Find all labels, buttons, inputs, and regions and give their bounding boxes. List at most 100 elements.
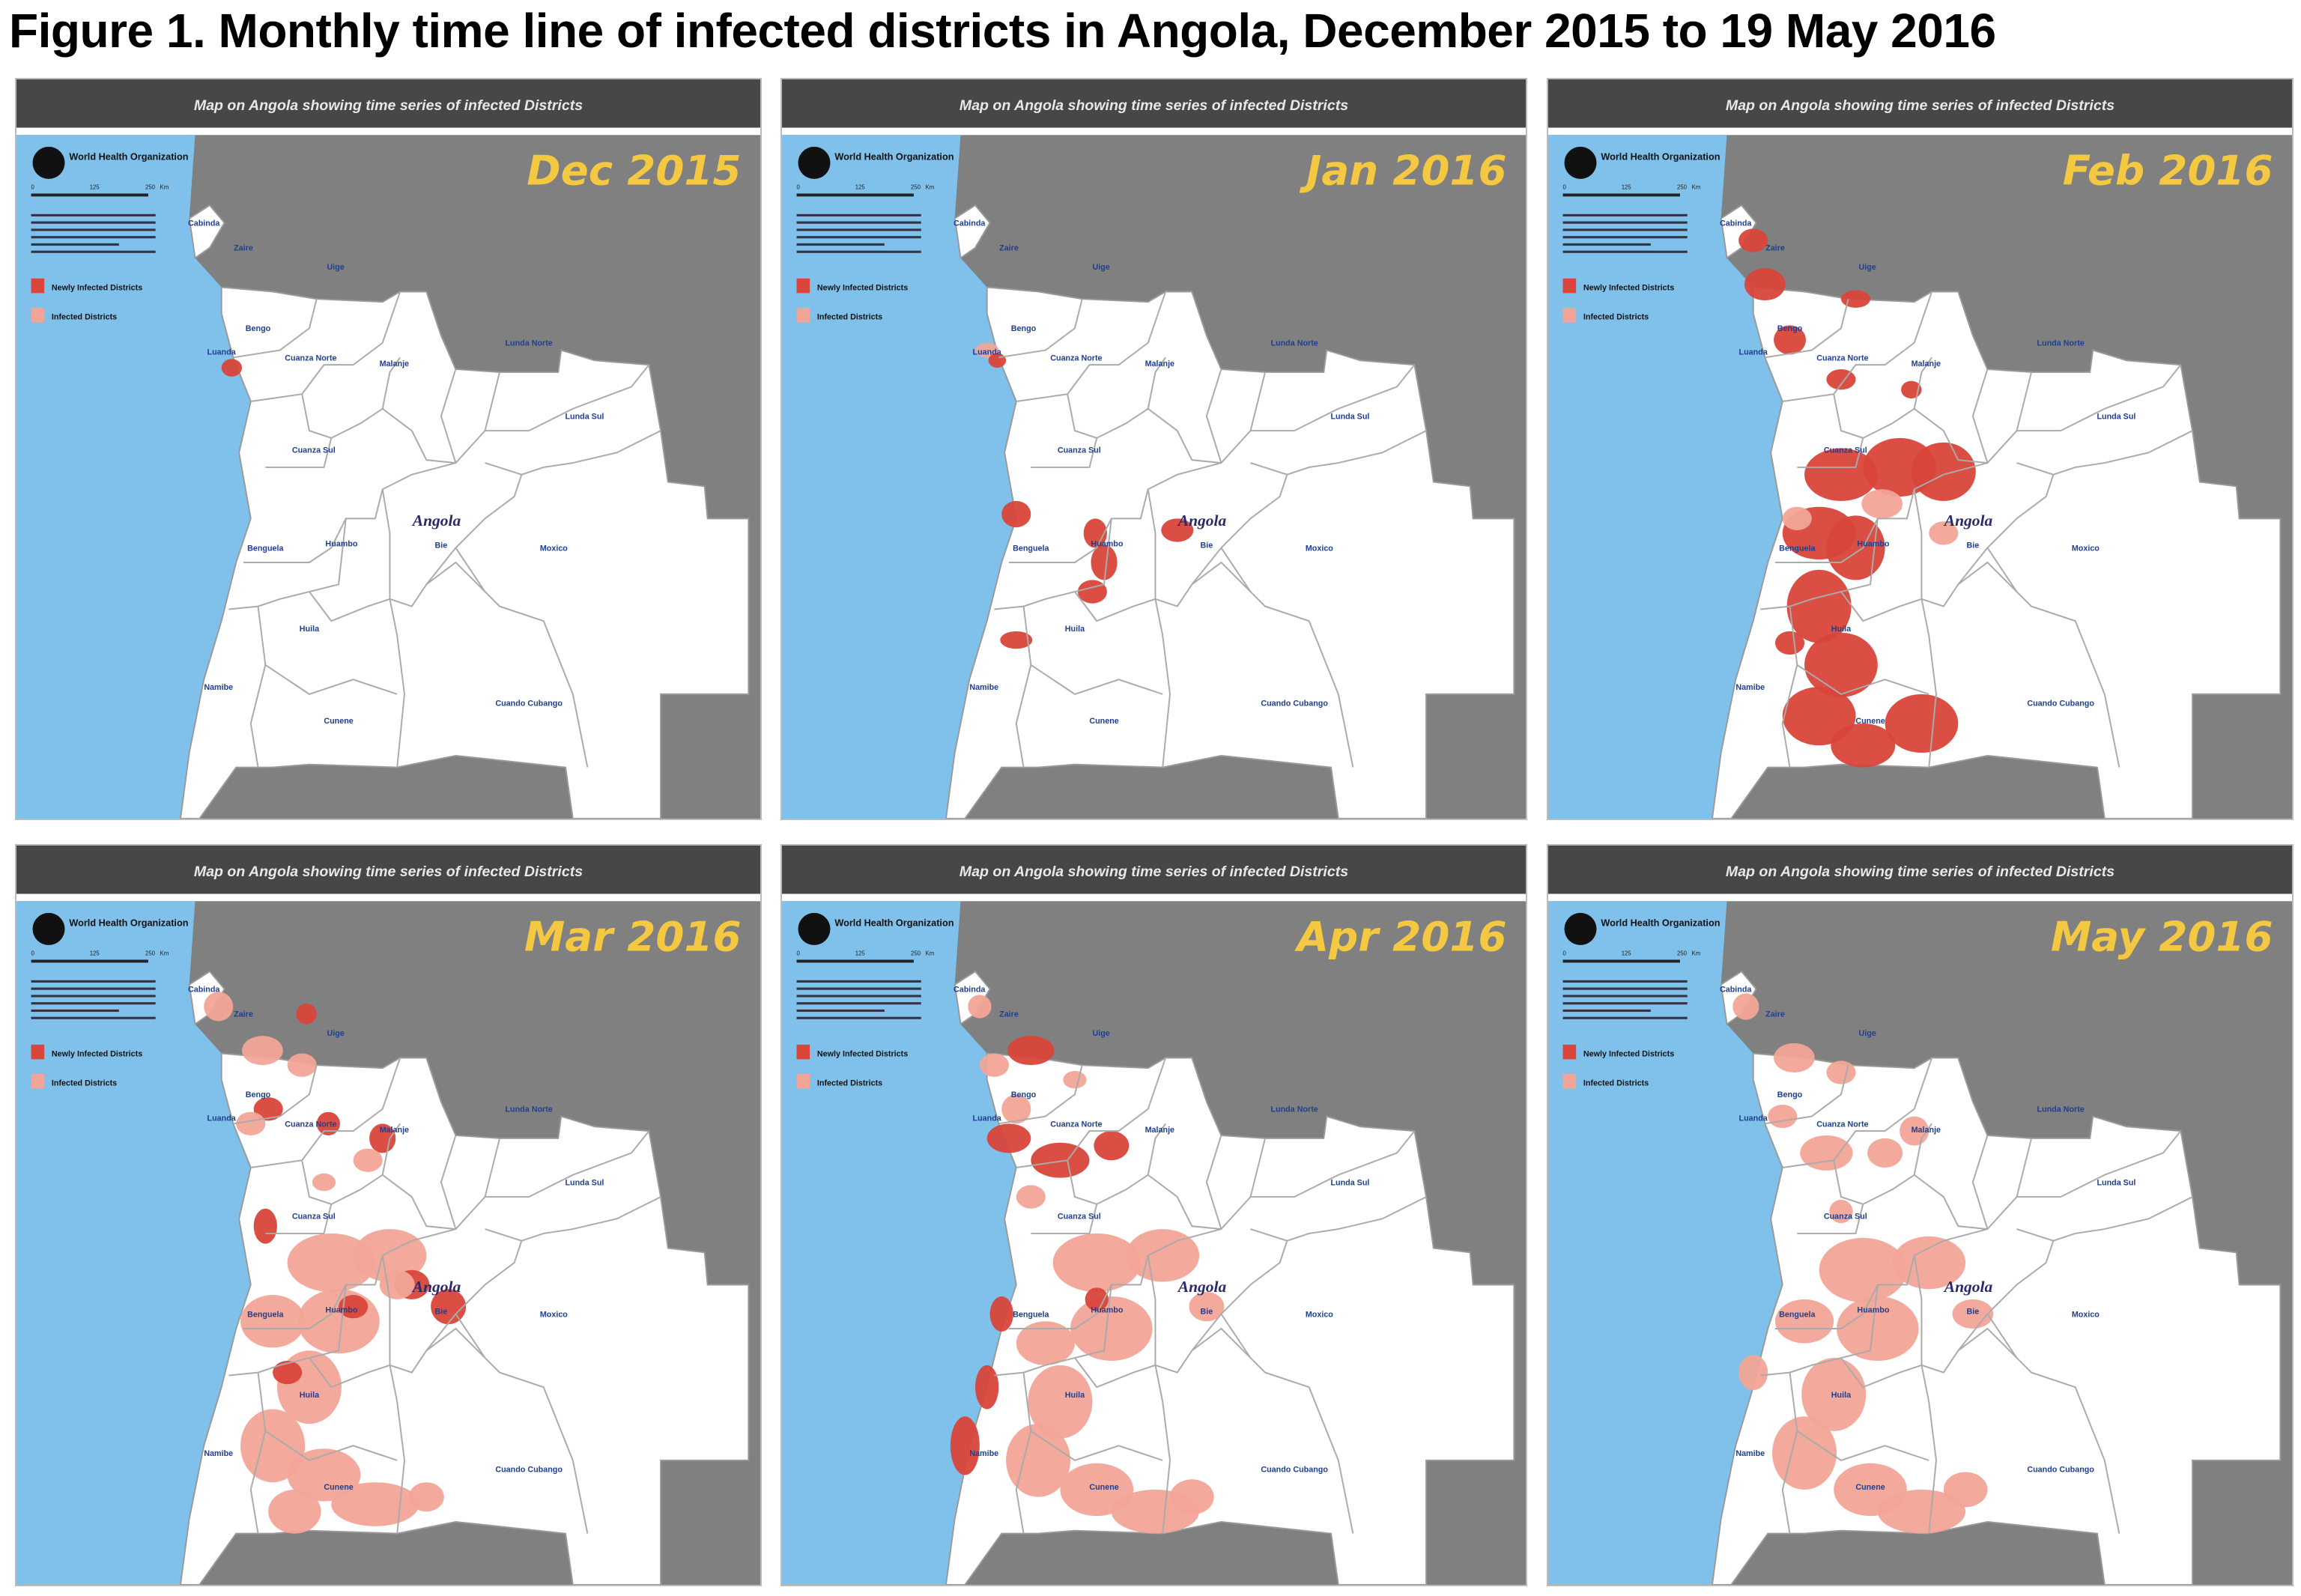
angola-mainland [179,286,750,819]
province-border [1220,1313,1354,1534]
map-note-line [31,980,156,983]
province-label: Cuando Cubango [2027,700,2094,709]
infected-district [1070,1296,1153,1361]
province-label: Lunda Sul [2097,1178,2135,1187]
country-label: Angola [1943,1278,1993,1296]
scale-bar [31,959,148,963]
infected-district [1772,1416,1837,1490]
province-label: Cuando Cubango [2027,1466,2094,1475]
legend-swatch-newly [31,278,45,294]
province-border [1920,598,1937,768]
province-border [1840,1357,1922,1389]
map-note-line [796,987,921,990]
who-emblem-icon [1564,146,1597,179]
country-label: Angola [1177,512,1227,530]
who-logo-text: World Health Organization [1601,917,1720,928]
legend-label-infected: Infected Districts [52,313,117,322]
province-border [1971,1135,1989,1230]
province-label: Namibe [204,683,233,692]
province-border [1957,1327,2018,1359]
infected-district [1016,1321,1075,1365]
province-border [1205,368,1222,464]
newly-infected-district [1782,687,1856,746]
province-label: Cabinda [188,985,220,994]
who-emblem-icon [798,146,831,179]
map-note-line [1562,243,1651,246]
scale-label: Km [1692,950,1701,957]
province-border [1765,298,1849,359]
infected-district [1943,1472,1988,1508]
province-border [485,430,661,476]
newly-infected-district [1077,580,1107,604]
legend-swatch-infected [796,307,810,323]
province-label: Cuanza Norte [1050,354,1102,362]
province-label: Namibe [204,1449,233,1458]
scale-label: 125 [90,184,100,191]
infected-district [1826,1061,1856,1084]
province-border [243,462,456,563]
province-label: Huila [300,1391,320,1400]
map-panel: Map on Angola showing time series of inf… [1547,78,2294,820]
province-border [1986,1313,2120,1534]
province-border [1833,356,1932,439]
province-border [1249,371,1267,431]
province-border [1760,1284,1879,1377]
legend-swatch-newly [796,1044,810,1060]
province-label: Uige [1092,1029,1109,1038]
infected-district [287,1053,317,1077]
map-note-line [796,995,921,998]
province-label: Cuanza Norte [1816,354,1868,362]
province-label: Uige [1858,1029,1876,1038]
province-label: Malanje [1912,359,1941,368]
map-header-bar [782,846,1526,894]
province-label: Huambo [1091,539,1123,548]
province-label: Huila [1831,1391,1852,1400]
province-label: Bie [435,1307,448,1316]
province-border [1016,291,1167,402]
province-border [1913,474,2055,607]
divider [16,127,760,136]
map-header-title: Map on Angola showing time series of inf… [959,864,1348,880]
province-label: Cuanza Norte [285,354,336,362]
infected-district [268,1489,321,1534]
legend-swatch-infected [31,307,45,323]
province-label: Huambo [1857,1305,1889,1314]
province-label: Luanda [1739,1114,1768,1123]
map-note-line [31,228,156,231]
angola-map: Map on Angola showing time series of inf… [16,79,760,819]
newly-infected-district [253,1208,277,1244]
province-border [1986,547,2120,768]
province-label: Moxico [1306,1310,1333,1319]
who-logo: World Health Organization [1564,912,1720,945]
province-label: Cunene [1855,1483,1885,1492]
province-border [1067,356,1166,439]
legend-label-newly: Newly Infected Districts [52,1049,142,1058]
infected-district [353,1148,383,1172]
legend-swatch-newly [796,278,810,294]
map-panel: Map on Angola showing time series of inf… [780,844,1527,1586]
legend-swatch-infected [1562,1073,1577,1089]
infected-district [1732,993,1759,1020]
legend-label-newly: Newly Infected Districts [52,283,142,292]
who-emblem-icon [798,912,831,945]
province-label: Bie [1967,1307,1980,1316]
who-emblem-icon [1564,912,1597,945]
sea [16,135,251,819]
province-label: Zaire [234,244,253,253]
province-label: Huambo [1857,539,1889,548]
province-label: Uige [327,1029,344,1038]
province-label: Cuanza Sul [1058,1212,1101,1221]
country-label: Angola [411,512,461,530]
scale-label: 125 [855,184,866,191]
province-border [249,1372,267,1534]
newly-infected-district [1885,694,1959,753]
province-border [1191,1327,1252,1359]
scale-label: 125 [1622,184,1632,191]
province-label: Lunda Sul [1330,412,1369,421]
scale-label: 125 [90,950,100,957]
province-label: Cabinda [954,219,986,228]
province-label: Lunda Norte [1270,339,1318,348]
infected-district [236,1111,266,1135]
sea [1548,901,1783,1585]
map-note-line [796,236,921,239]
